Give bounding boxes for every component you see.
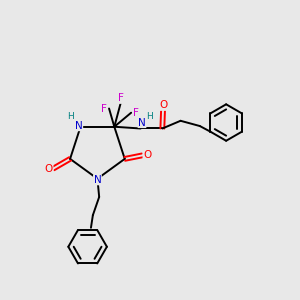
- Text: O: O: [143, 150, 151, 161]
- Text: F: F: [118, 93, 124, 103]
- Text: N: N: [138, 118, 146, 128]
- Text: O: O: [159, 100, 167, 110]
- Text: F: F: [101, 103, 107, 113]
- Text: O: O: [45, 164, 53, 173]
- Text: N: N: [75, 121, 82, 131]
- Text: H: H: [146, 112, 152, 121]
- Text: H: H: [67, 112, 73, 122]
- Text: F: F: [133, 108, 139, 118]
- Text: N: N: [94, 175, 101, 185]
